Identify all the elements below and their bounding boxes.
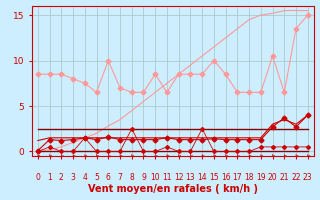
X-axis label: Vent moyen/en rafales ( km/h ): Vent moyen/en rafales ( km/h ) bbox=[88, 184, 258, 194]
